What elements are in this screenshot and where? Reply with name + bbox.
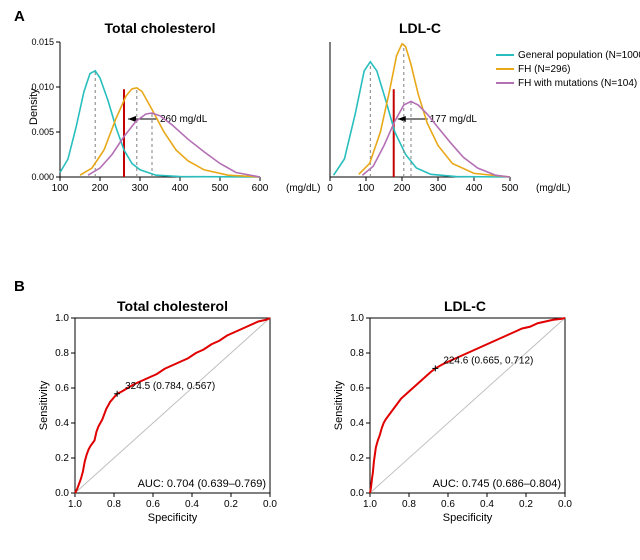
svg-text:Specificity: Specificity — [443, 512, 493, 524]
svg-text:0.8: 0.8 — [350, 348, 364, 359]
svg-text:0.8: 0.8 — [402, 499, 416, 510]
svg-text:224.6 (0.665, 0.712): 224.6 (0.665, 0.712) — [443, 355, 533, 366]
roc-plot-ldl: 1.0 0.8 0.6 0.4 0.2 0.0 0.0 0.2 0.4 0.6 0.8 1.0 Spec… — [0, 0, 640, 560]
svg-text:0.2: 0.2 — [519, 499, 533, 510]
svg-text:0.4: 0.4 — [480, 499, 494, 510]
svg-text:0.4: 0.4 — [350, 418, 364, 429]
svg-text:Sensitivity: Sensitivity — [333, 380, 345, 430]
svg-text:1.0: 1.0 — [350, 313, 364, 324]
svg-text:0.0: 0.0 — [350, 488, 364, 499]
svg-text:0.0: 0.0 — [558, 499, 572, 510]
svg-text:0.6: 0.6 — [441, 499, 455, 510]
svg-text:1.0: 1.0 — [363, 499, 377, 510]
svg-text:0.2: 0.2 — [350, 453, 364, 464]
svg-text:0.6: 0.6 — [350, 383, 364, 394]
svg-text:AUC: 0.745 (0.686–0.804): AUC: 0.745 (0.686–0.804) — [433, 478, 561, 490]
figure-root: A B Density 100200300400500600(mg/dL)0.0… — [0, 0, 640, 554]
roc-ldl-title: LDL-C — [430, 298, 500, 314]
